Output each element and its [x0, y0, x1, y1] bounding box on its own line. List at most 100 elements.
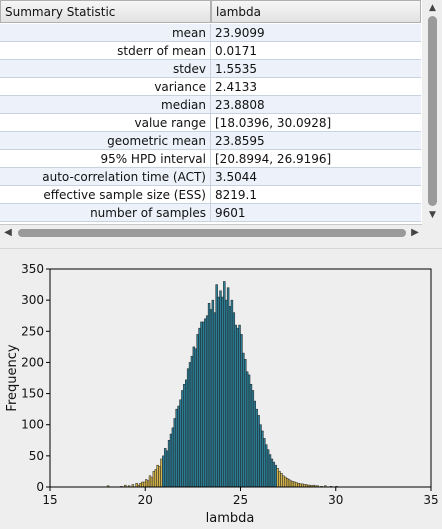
vertical-scrollbar[interactable]: ▲ ▼	[423, 0, 442, 224]
histogram-bar	[226, 287, 230, 488]
histogram-bar	[148, 475, 152, 488]
arrow-left-icon[interactable]: ◀	[4, 227, 12, 238]
histogram-bar	[198, 327, 201, 488]
y-tick-label: 300	[21, 293, 44, 307]
table-row[interactable]: stderr of mean 0.0171	[0, 42, 421, 60]
histogram-bar	[204, 318, 207, 488]
histogram-bar	[169, 433, 173, 488]
x-tick-label: 25	[233, 493, 248, 507]
histogram-bar	[190, 355, 194, 488]
table-row[interactable]: auto-correlation time (ACT) 3.5044	[0, 168, 421, 186]
histogram-bar	[188, 362, 192, 488]
x-tick-label: 20	[138, 493, 153, 507]
statistic-value-cell: 23.8808	[215, 98, 265, 112]
histogram-bar	[209, 309, 213, 488]
histogram-bar	[225, 299, 228, 488]
table-row[interactable]: number of samples 9601	[0, 204, 421, 222]
histogram-bar	[183, 383, 186, 488]
histogram-bar	[150, 477, 154, 488]
histogram-bar	[156, 464, 159, 488]
arrow-down-icon[interactable]: ▼	[429, 210, 436, 220]
histogram-bar	[215, 284, 218, 488]
histogram-bar	[167, 440, 171, 488]
histogram-bar	[160, 458, 163, 488]
table-row[interactable]: 95% HPD interval [20.8994, 26.9196]	[0, 150, 421, 168]
statistic-name-cell: mean	[0, 24, 211, 41]
table-row[interactable]: variance 2.4133	[0, 78, 421, 96]
histogram-bar	[219, 290, 222, 488]
histogram-bar	[287, 479, 291, 488]
column-header-lambda[interactable]: lambda	[211, 0, 421, 23]
histogram-bar	[196, 334, 199, 488]
histogram-bar	[266, 449, 270, 488]
histogram-bar	[162, 455, 165, 488]
histogram-bar	[173, 418, 176, 488]
statistic-name-cell: stdev	[0, 60, 211, 77]
statistic-value-cell: 8219.1	[215, 188, 257, 202]
histogram-bars	[106, 281, 338, 488]
table-row[interactable]: effective sample size (ESS) 8219.1	[0, 186, 421, 204]
statistic-value-cell: 2.4133	[215, 80, 257, 94]
table-row[interactable]: median 23.8808	[0, 96, 421, 114]
horizontal-scrollbar[interactable]: ◀ ▶	[0, 225, 423, 241]
statistic-name-cell: geometric mean	[0, 132, 211, 149]
x-tick-label: 30	[328, 493, 343, 507]
histogram-bar	[245, 371, 249, 488]
histogram-bar	[141, 481, 144, 488]
x-axis: 15 20 25 30 35	[42, 487, 439, 507]
histogram-bar	[289, 480, 293, 488]
histogram-bar	[259, 424, 262, 488]
statistic-name-cell: number of samples	[0, 204, 211, 221]
vertical-scroll-thumb[interactable]	[428, 16, 437, 206]
x-tick-label: 15	[42, 493, 57, 507]
statistic-name-cell: effective sample size (ESS)	[0, 186, 211, 203]
column-header-statistic[interactable]: Summary Statistic	[0, 0, 211, 23]
histogram-bar	[192, 346, 196, 488]
histogram-bar	[257, 415, 260, 488]
table-row[interactable]: stdev 1.5535	[0, 60, 421, 78]
histogram-bar	[249, 383, 253, 488]
histogram-bar	[221, 296, 224, 488]
histogram-bar	[165, 450, 169, 488]
x-tick-label: 35	[423, 493, 438, 507]
summary-statistics-table: Summary Statistic lambda mean 23.9099 stde…	[0, 0, 422, 225]
statistic-value-cell: 9601	[215, 206, 246, 220]
horizontal-scroll-thumb[interactable]	[18, 229, 406, 237]
histogram-bar	[232, 312, 236, 488]
statistic-value-cell: 3.5044	[215, 170, 257, 184]
histogram-bar	[135, 483, 138, 488]
histogram-bar	[200, 321, 203, 488]
panel-divider[interactable]	[0, 248, 442, 249]
y-tick-label: 0	[36, 480, 44, 494]
statistic-name-cell: median	[0, 96, 211, 113]
histogram-bar	[253, 400, 256, 488]
histogram-bar	[278, 471, 281, 488]
histogram-bar	[247, 374, 251, 488]
table-row[interactable]: value range [18.0396, 30.0928]	[0, 114, 421, 132]
histogram-bar	[295, 482, 298, 488]
statistic-value-cell: 0.0171	[215, 44, 257, 58]
histogram-bar	[297, 483, 300, 488]
histogram-bar	[261, 430, 264, 488]
statistic-value-cell: 23.9099	[215, 26, 265, 40]
histogram-bar	[238, 324, 241, 488]
histogram-bar	[268, 454, 272, 488]
statistic-name-cell: stderr of mean	[0, 42, 211, 59]
statistic-value-cell: 23.8595	[215, 134, 265, 148]
histogram-bar	[181, 390, 184, 488]
y-tick-label: 200	[21, 355, 44, 369]
histogram-bar	[263, 438, 266, 488]
table-row[interactable]: mean 23.9099	[0, 24, 421, 42]
y-tick-label: 350	[21, 262, 44, 276]
y-axis-label: Frequency	[5, 344, 20, 411]
histogram-bar	[282, 475, 285, 488]
arrow-right-icon[interactable]: ▶	[411, 227, 419, 238]
histogram-bar	[270, 458, 274, 488]
statistic-name-cell: variance	[0, 78, 211, 95]
arrow-up-icon[interactable]: ▲	[429, 3, 436, 13]
y-tick-label: 150	[21, 387, 44, 401]
histogram-bar	[234, 324, 237, 488]
histogram-bar	[244, 359, 247, 488]
table-row[interactable]: geometric mean 23.8595	[0, 132, 421, 150]
